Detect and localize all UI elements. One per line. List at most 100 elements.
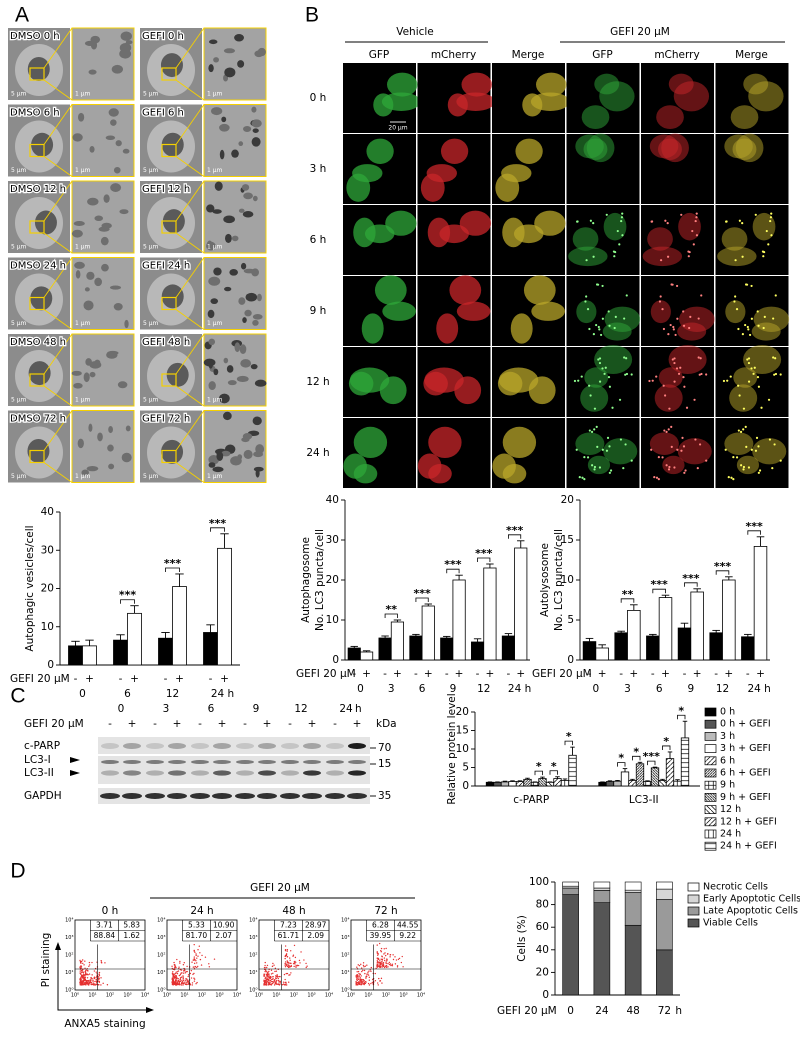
bar bbox=[680, 737, 690, 787]
event-dot bbox=[194, 951, 196, 953]
event-dot bbox=[173, 981, 175, 983]
legend-swatch bbox=[704, 841, 717, 851]
bar-sign: + bbox=[85, 673, 94, 685]
y-tick-label: 10¹ bbox=[65, 970, 73, 976]
puncta bbox=[592, 333, 595, 336]
em-organelle bbox=[121, 452, 132, 463]
sig-bracket bbox=[477, 557, 491, 562]
puncta bbox=[726, 379, 729, 382]
zoom-line bbox=[175, 333, 205, 375]
bar bbox=[127, 612, 142, 666]
puncta bbox=[722, 379, 726, 383]
event-dot bbox=[184, 981, 186, 983]
sig-bracket bbox=[564, 740, 573, 746]
cell-signal bbox=[456, 301, 491, 321]
event-dot bbox=[176, 972, 179, 975]
puncta bbox=[724, 448, 727, 451]
puncta bbox=[668, 407, 671, 410]
puncta bbox=[650, 448, 653, 451]
puncta bbox=[593, 465, 597, 469]
lane-sign: - bbox=[108, 718, 112, 730]
puncta bbox=[747, 357, 751, 360]
bar bbox=[560, 780, 570, 787]
puncta bbox=[741, 333, 744, 336]
event-dot bbox=[364, 972, 366, 975]
em-organelle bbox=[115, 140, 122, 147]
event-dot bbox=[189, 972, 192, 975]
event-dot bbox=[263, 982, 266, 984]
em-organelle bbox=[74, 261, 85, 269]
event-dot bbox=[292, 954, 295, 956]
event-dot bbox=[88, 981, 91, 984]
event-dot bbox=[183, 970, 186, 972]
event-dot bbox=[387, 962, 389, 965]
cell-signal bbox=[732, 138, 757, 161]
y-tick-label: 10 bbox=[326, 614, 339, 626]
puncta bbox=[584, 300, 587, 303]
event-dot bbox=[102, 982, 104, 985]
x-tick-label: 0 bbox=[592, 683, 599, 695]
puncta bbox=[672, 325, 675, 329]
event-dot bbox=[289, 962, 292, 964]
cell-signal bbox=[352, 164, 383, 183]
event-dot bbox=[385, 947, 387, 950]
em-organelle bbox=[208, 359, 214, 369]
zoom-line bbox=[43, 309, 73, 330]
puncta bbox=[618, 243, 621, 246]
lane-label: 9 bbox=[253, 703, 260, 715]
y-tick-label: 30 bbox=[41, 544, 54, 556]
event-dot bbox=[368, 976, 371, 978]
event-dot bbox=[176, 981, 179, 983]
event-dot bbox=[296, 964, 299, 967]
event-dot bbox=[181, 972, 183, 974]
event-dot bbox=[176, 971, 178, 973]
event-dot bbox=[384, 952, 386, 954]
event-dot bbox=[273, 981, 275, 984]
em-organelle bbox=[208, 381, 216, 391]
event-dot bbox=[88, 984, 90, 986]
event-dot bbox=[361, 980, 363, 983]
bar bbox=[452, 579, 466, 661]
event-dot bbox=[173, 976, 175, 979]
em-organelle bbox=[105, 135, 116, 140]
event-dot bbox=[362, 969, 364, 972]
puncta bbox=[756, 310, 759, 313]
image-label: DMSO 0 h bbox=[10, 31, 60, 42]
blot-band bbox=[325, 793, 345, 799]
event-dot bbox=[389, 956, 391, 958]
y-tick-label: 20 bbox=[326, 574, 339, 586]
puncta bbox=[673, 361, 676, 365]
y-axis-label: Cells (%) bbox=[516, 915, 528, 962]
event-dot bbox=[196, 981, 198, 984]
puncta bbox=[687, 250, 690, 253]
legend-label: 24 h bbox=[720, 829, 741, 840]
puncta bbox=[769, 219, 772, 223]
event-dot bbox=[190, 977, 193, 979]
plot-title: 48 h bbox=[282, 905, 305, 917]
plot-frame bbox=[74, 919, 146, 991]
event-dot bbox=[277, 977, 279, 980]
event-dot bbox=[300, 951, 302, 953]
cell-signal bbox=[668, 73, 694, 95]
event-dot bbox=[269, 981, 271, 983]
event-dot bbox=[269, 983, 271, 986]
event-dot bbox=[274, 970, 276, 973]
cell-signal bbox=[502, 217, 525, 248]
y-axis-label: Relative protein level bbox=[446, 693, 458, 804]
bar-segment bbox=[593, 902, 611, 996]
event-dot bbox=[396, 966, 399, 968]
puncta bbox=[680, 449, 683, 452]
event-dot bbox=[187, 975, 189, 978]
event-dot bbox=[175, 983, 178, 985]
event-dot bbox=[208, 966, 211, 968]
zoom-line bbox=[43, 156, 73, 177]
y-tick-label: 80 bbox=[536, 899, 549, 911]
scale-label: 5 µm bbox=[11, 91, 27, 98]
puncta bbox=[601, 317, 604, 320]
quadrant-value: 6.28 bbox=[372, 920, 389, 929]
event-dot bbox=[84, 974, 86, 976]
puncta bbox=[679, 366, 682, 369]
event-dot bbox=[362, 964, 365, 967]
sig-label: * bbox=[678, 704, 684, 717]
event-dot bbox=[303, 959, 305, 961]
